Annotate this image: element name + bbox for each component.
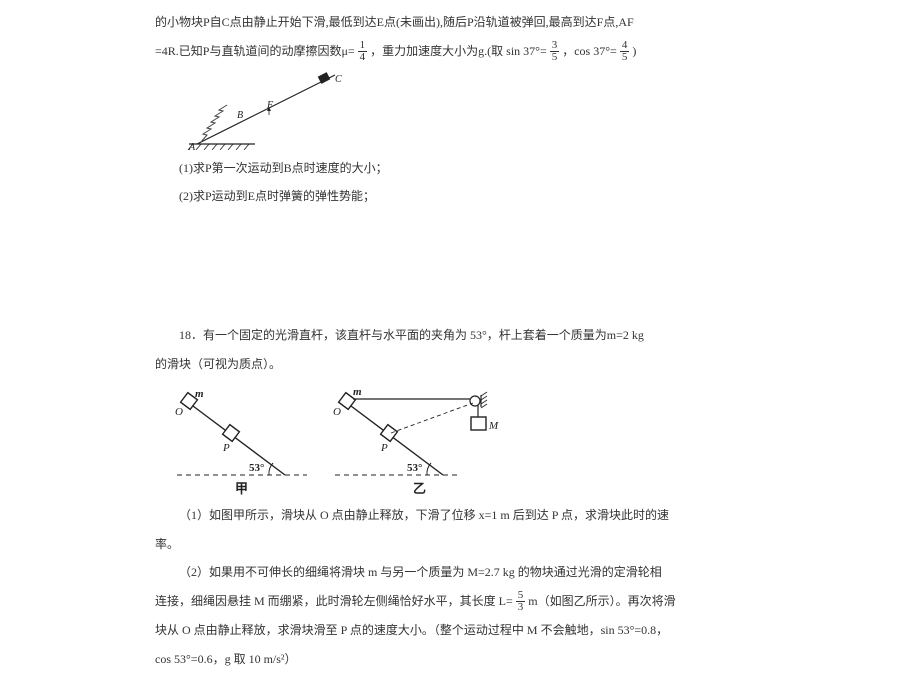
p18-lead2: 的滑块（可视为质点）。 [155, 350, 780, 379]
svg-text:O: O [175, 406, 183, 418]
svg-text:P: P [222, 442, 230, 454]
svg-text:乙: 乙 [413, 481, 426, 496]
svg-text:B: B [237, 110, 243, 121]
p18-q1-l2: 率。 [155, 530, 780, 559]
sin37-fraction: 35 [550, 40, 560, 63]
svg-text:M: M [488, 420, 499, 432]
p17-l2-a: =4R.已知P与直轨道间的动摩擦因数μ= [155, 44, 355, 58]
p18-lead: 18．有一个固定的光滑直杆，该直杆与水平面的夹角为 53°，杆上套着一个质量为m… [155, 321, 780, 350]
svg-text:甲: 甲 [235, 481, 248, 496]
svg-text:53°: 53° [407, 462, 422, 474]
svg-text:m: m [353, 386, 362, 398]
cos37-fraction: 45 [620, 40, 630, 63]
p18-diagrams: 53° O m P 甲 53° O m P [173, 385, 780, 497]
p17-l2-b: ，重力加速度大小为g.(取 sin 37°= [370, 44, 547, 58]
p17-diagram: F B A C [185, 72, 780, 150]
svg-text:C: C [335, 74, 342, 85]
p17-q2: (2)求P运动到E点时弹簧的弹性势能； [155, 182, 780, 211]
svg-text:O: O [333, 406, 341, 418]
svg-text:A: A [188, 142, 196, 150]
p18-q2-l2: 连接，细绳因悬挂 M 而绷紧，此时滑轮左侧绳恰好水平，其长度 L= 53 m（如… [155, 587, 780, 616]
p17-line2: =4R.已知P与直轨道间的动摩擦因数μ= 14 ，重力加速度大小为g.(取 si… [155, 37, 780, 66]
p17-l2-c: ，cos 37°= [562, 44, 617, 58]
p18-q2-l1: （2）如果用不可伸长的细绳将滑块 m 与另一个质量为 M=2.7 kg 的物块通… [155, 558, 780, 587]
p18-q2-l2a: 连接，细绳因悬挂 M 而绷紧，此时滑轮左侧绳恰好水平，其长度 L= [155, 594, 513, 608]
p17-line1: 的小物块P自C点由静止开始下滑,最低到达E点(未画出),随后P沿轨道被弹回,最高… [155, 8, 780, 37]
svg-text:P: P [380, 442, 388, 454]
p17-l2-d: ) [632, 44, 636, 58]
p18-q2-l2b: m（如图乙所示）。再次将滑 [528, 594, 675, 608]
p18-q2-l4: cos 53°=0.6，g 取 10 m/s²） [155, 645, 780, 674]
p18-q1-l1: （1）如图甲所示，滑块从 O 点由静止释放，下滑了位移 x=1 m 后到达 P … [155, 501, 780, 530]
mu-fraction: 14 [358, 40, 368, 63]
answer-space [155, 211, 780, 321]
L-fraction: 53 [516, 590, 526, 613]
p17-q1: (1)求P第一次运动到B点时速度的大小； [155, 154, 780, 183]
svg-text:m: m [195, 388, 204, 400]
svg-text:53°: 53° [249, 462, 264, 474]
p18-q2-l3: 块从 O 点由静止释放，求滑块滑至 P 点的速度大小。（整个运动过程中 M 不会… [155, 616, 780, 645]
